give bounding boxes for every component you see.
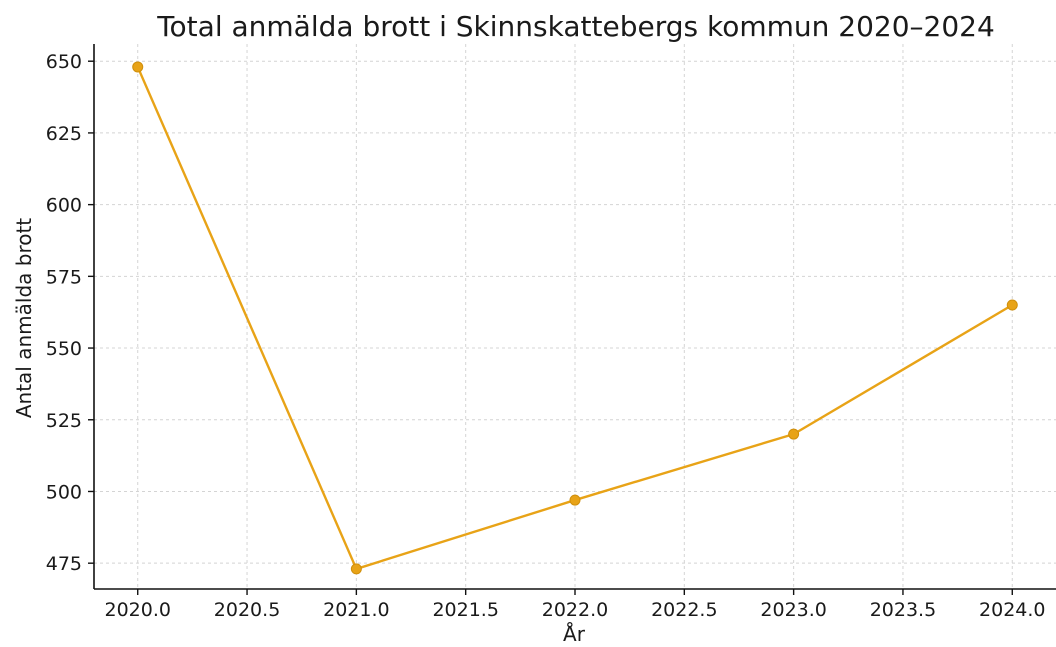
y-tick-label: 625 xyxy=(46,123,82,145)
y-ticks: 475 500 525 550 575 600 625 650 xyxy=(46,51,94,575)
chart-title: Total anmälda brott i Skinnskattebergs k… xyxy=(156,10,995,43)
y-axis-label: Antal anmälda brott xyxy=(12,218,36,418)
x-ticks: 2020.0 2020.5 2021.0 2021.5 2022.0 2022.5 2023… xyxy=(104,589,1046,621)
x-axis-label: År xyxy=(563,622,586,646)
y-tick-label: 600 xyxy=(46,195,82,217)
x-tick-label: 2022.0 xyxy=(542,599,608,621)
x-tick-label: 2020.0 xyxy=(104,599,170,621)
x-tick-label: 2023.5 xyxy=(870,599,936,621)
x-tick-label: 2021.0 xyxy=(323,599,389,621)
x-tick-label: 2020.5 xyxy=(214,599,280,621)
data-point xyxy=(788,428,800,440)
x-tick-label: 2024.0 xyxy=(979,599,1045,621)
x-tick-label: 2023.0 xyxy=(760,599,826,621)
grid xyxy=(94,44,1056,589)
x-tick-label: 2022.5 xyxy=(651,599,717,621)
data-point xyxy=(350,563,362,575)
y-tick-label: 550 xyxy=(46,338,82,360)
y-tick-label: 475 xyxy=(46,553,82,575)
y-tick-label: 575 xyxy=(46,266,82,288)
y-tick-label: 650 xyxy=(46,51,82,73)
y-tick-label: 500 xyxy=(46,481,82,503)
data-point xyxy=(1006,299,1018,311)
data-point xyxy=(132,61,144,73)
x-tick-label: 2021.5 xyxy=(432,599,498,621)
series-layer xyxy=(132,61,1018,575)
y-tick-label: 525 xyxy=(46,410,82,432)
data-point xyxy=(569,494,581,506)
